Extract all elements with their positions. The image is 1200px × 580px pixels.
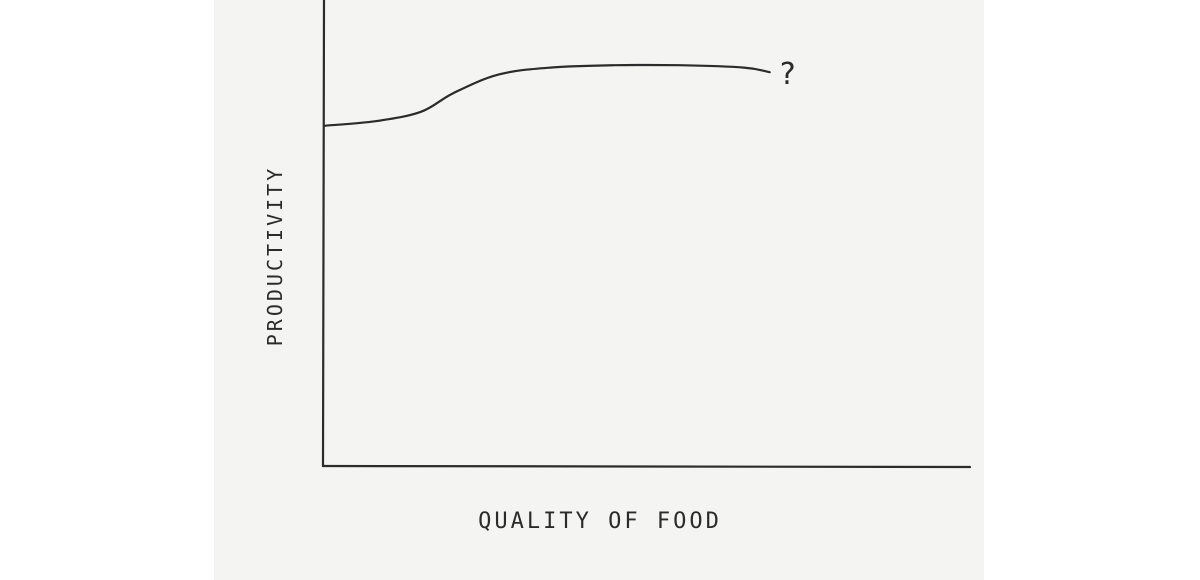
x-axis-label: QUALITY OF FOOD bbox=[478, 509, 722, 534]
x-axis bbox=[321, 464, 972, 469]
y-axis bbox=[321, 0, 326, 468]
paper-background bbox=[214, 0, 984, 580]
productivity-curve bbox=[322, 63, 771, 127]
y-axis-label: PRODUCTIVITY bbox=[263, 166, 287, 347]
question-mark-annotation: ? bbox=[780, 57, 796, 92]
